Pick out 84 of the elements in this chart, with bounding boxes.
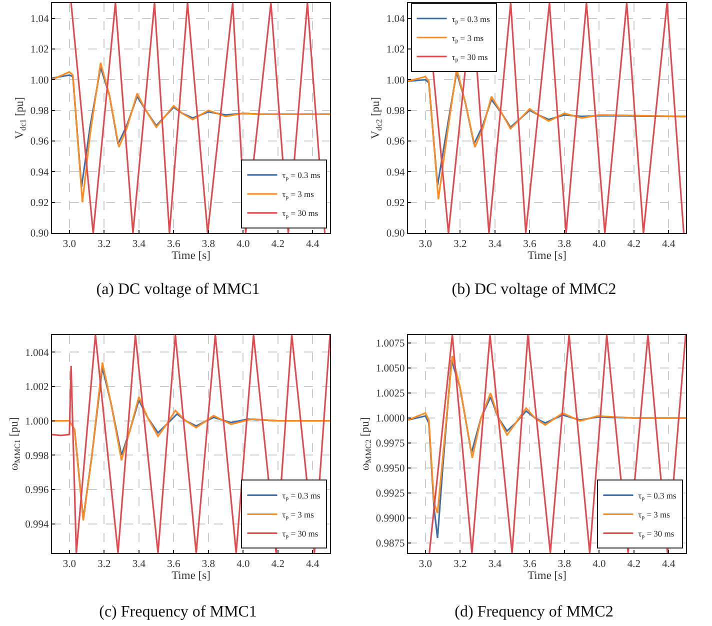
y-tick-label: 0.9950 <box>376 464 405 475</box>
legend-label: τ$_{p}$ = 3 ms <box>452 32 484 45</box>
y-tick-label: 0.9875 <box>376 538 405 550</box>
y-tick-label: 0.998 <box>25 450 49 462</box>
legend-label: τ$_{p}$ = 3 ms <box>638 509 670 522</box>
x-tick-label: 3.0 <box>418 558 432 570</box>
x-axis-title: Time [s] <box>528 250 566 262</box>
x-tick-label: 4.2 <box>271 558 284 570</box>
x-tick-label: 4.4 <box>662 558 676 570</box>
y-tick-label: 1.0025 <box>376 388 405 400</box>
y-tick-label: 1.0000 <box>376 414 405 425</box>
y-tick-label: 0.92 <box>386 198 405 210</box>
y-tick-label: 0.996 <box>25 485 49 496</box>
text: (c) Frequency of MMC1 <box>99 604 257 621</box>
y-tick-label: 0.90 <box>386 228 405 240</box>
y-tick-label: 0.98 <box>386 106 405 118</box>
x-tick-label: 3.6 <box>167 558 180 570</box>
x-tick-label: 3.2 <box>454 238 467 250</box>
legend-label: τ$_{p}$ = 30 ms <box>638 528 674 540</box>
y-tick-label: 1.000 <box>25 416 49 428</box>
x-tick-label: 3.6 <box>167 238 180 250</box>
y-tick-label: 0.98 <box>30 106 49 118</box>
x-tick-label: 3.4 <box>132 238 146 250</box>
x-tick-label: 3.8 <box>558 558 571 570</box>
x-tick-label: 3.8 <box>202 558 215 570</box>
x-tick-label: 4.4 <box>306 238 320 250</box>
y-tick-label: 1.04 <box>30 14 50 26</box>
legend-label: τ$_{p}$ = 3 ms <box>282 509 314 522</box>
y-tick-label: 1.004 <box>25 348 50 359</box>
y-tick-label: 0.92 <box>30 198 49 210</box>
y-tick-label: 0.9900 <box>376 514 405 525</box>
y-tick-label: 0.9925 <box>376 488 405 500</box>
x-tick-label: 4.0 <box>236 558 250 570</box>
x-axis-title: Time [s] <box>172 250 210 262</box>
x-axis-title: Time [s] <box>172 570 210 582</box>
legend-label: τ$_{p}$ = 0.3 ms <box>282 490 320 502</box>
y-tick-label: 0.94 <box>30 167 50 178</box>
y-tick-label: 1.02 <box>386 44 405 56</box>
x-tick-label: 4.0 <box>592 238 606 250</box>
text: (b) DC voltage of MMC2 <box>452 281 616 298</box>
y-tick-label: 0.994 <box>25 519 50 530</box>
x-tick-label: 3.4 <box>132 558 146 570</box>
x-tick-label: 3.4 <box>488 558 502 570</box>
y-tick-label: 1.0050 <box>376 364 405 375</box>
x-tick-label: 4.0 <box>236 238 250 250</box>
legend-label: τ$_{p}$ = 30 ms <box>282 208 318 220</box>
x-tick-label: 3.2 <box>98 238 111 250</box>
legend-label: τ$_{p}$ = 0.3 ms <box>452 14 490 26</box>
x-tick-label: 3.2 <box>454 558 467 570</box>
legend-label: τ$_{p}$ = 30 ms <box>452 52 488 64</box>
x-tick-label: 4.0 <box>592 558 606 570</box>
y-tick-label: 0.90 <box>30 228 49 240</box>
x-tick-label: 4.2 <box>627 558 640 570</box>
x-axis-title: Time [s] <box>528 570 566 582</box>
x-tick-label: 3.4 <box>488 238 502 250</box>
y-tick-label: 1.02 <box>30 44 49 56</box>
y-tick-label: 1.00 <box>30 75 49 86</box>
x-tick-label: 4.2 <box>271 238 284 250</box>
legend-label: τ$_{p}$ = 0.3 ms <box>638 490 676 502</box>
line-series <box>52 335 330 553</box>
x-tick-label: 4.4 <box>306 558 320 570</box>
y-tick-label: 0.96 <box>30 136 49 148</box>
text: (d) Frequency of MMC2 <box>454 604 614 621</box>
y-tick-label: 1.04 <box>386 14 406 26</box>
x-tick-label: 3.6 <box>523 238 536 250</box>
y-tick-label: 1.00 <box>386 75 405 86</box>
x-tick-label: 4.2 <box>627 238 640 250</box>
x-tick-label: 3.8 <box>558 238 571 250</box>
x-tick-label: 3.2 <box>98 558 111 570</box>
x-tick-label: 3.8 <box>202 238 215 250</box>
legend-label: τ$_{p}$ = 3 ms <box>282 189 314 201</box>
y-tick-label: 1.0075 <box>376 338 405 350</box>
y-tick-label: 1.002 <box>25 382 49 394</box>
x-tick-label: 3.0 <box>418 238 432 250</box>
text: (a) DC voltage of MMC1 <box>96 281 260 298</box>
x-tick-label: 3.0 <box>62 238 76 250</box>
y-tick-label: 0.96 <box>386 136 405 148</box>
x-tick-label: 3.6 <box>523 558 536 570</box>
y-tick-label: 0.9975 <box>376 438 405 450</box>
x-tick-label: 3.0 <box>62 558 76 570</box>
legend-label: τ$_{p}$ = 30 ms <box>282 528 318 540</box>
y-tick-label: 0.94 <box>386 167 406 178</box>
legend-label: τ$_{p}$ = 0.3 ms <box>282 170 320 182</box>
x-tick-label: 4.4 <box>662 238 676 250</box>
